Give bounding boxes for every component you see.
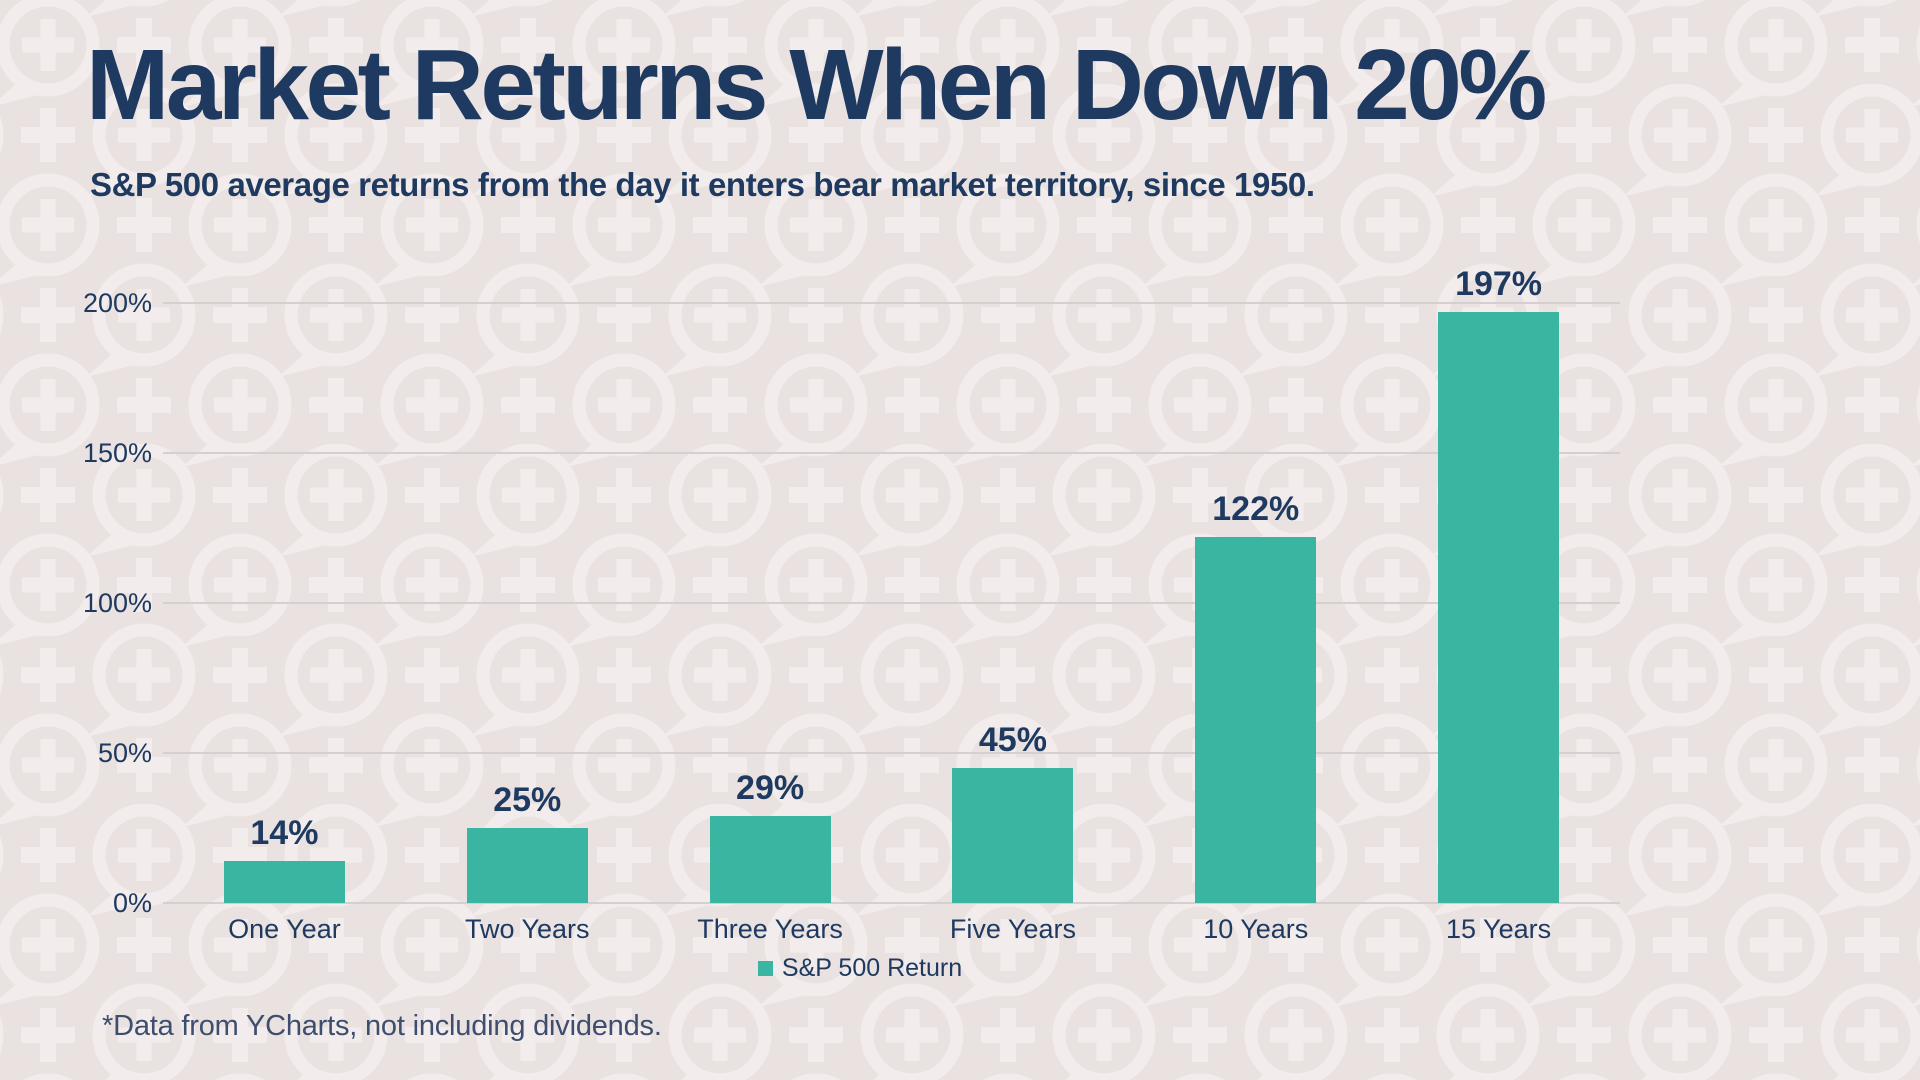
gridline — [163, 752, 1620, 754]
x-category-label: 10 Years — [1203, 914, 1309, 944]
bar — [466, 828, 588, 903]
bar-plot: 14% 25% 29% 45% 122% 197% — [163, 266, 1620, 904]
x-category-label: Two Years — [464, 914, 590, 944]
gridline — [163, 602, 1620, 604]
y-tick-label: 100% — [82, 588, 152, 618]
x-category-label: Three Years — [697, 914, 843, 944]
bar — [223, 861, 345, 903]
y-tick-label: 150% — [82, 438, 152, 468]
bar-value-label: 45% — [978, 721, 1047, 759]
y-tick-label: 50% — [97, 738, 152, 768]
bar-value-label: 197% — [1455, 265, 1543, 303]
footnote: *Data from YCharts, not including divide… — [102, 1010, 662, 1042]
page-subtitle: S&P 500 average returns from the day it … — [90, 166, 1315, 203]
bar-value-label: 25% — [493, 781, 562, 819]
gridline — [163, 302, 1620, 304]
bar — [709, 816, 831, 903]
legend-label: S&P 500 Return — [781, 954, 963, 982]
bar-value-label: 29% — [736, 769, 805, 807]
y-tick-label: 0% — [112, 888, 152, 918]
legend: S&P 500 Return — [0, 954, 1720, 983]
page-title: Market Returns When Down 20% — [86, 29, 1547, 141]
x-category-label: 15 Years — [1446, 914, 1552, 944]
y-tick-label: 200% — [82, 288, 152, 318]
gridline — [163, 452, 1620, 454]
bar — [952, 768, 1074, 903]
x-category-label: Five Years — [949, 914, 1076, 944]
x-category-label: One Year — [228, 914, 341, 944]
bar — [1438, 312, 1560, 903]
gridline — [163, 902, 1620, 904]
bar — [1195, 537, 1317, 903]
bar-value-label: 14% — [250, 814, 319, 852]
bar-value-label: 122% — [1212, 490, 1300, 528]
legend-marker-icon — [757, 961, 773, 976]
x-axis-labels: One Year Two Years Three Years Five Years 10… — [163, 914, 1620, 950]
y-axis-labels: 0% 50% 100% 150% 200% — [38, 288, 152, 918]
